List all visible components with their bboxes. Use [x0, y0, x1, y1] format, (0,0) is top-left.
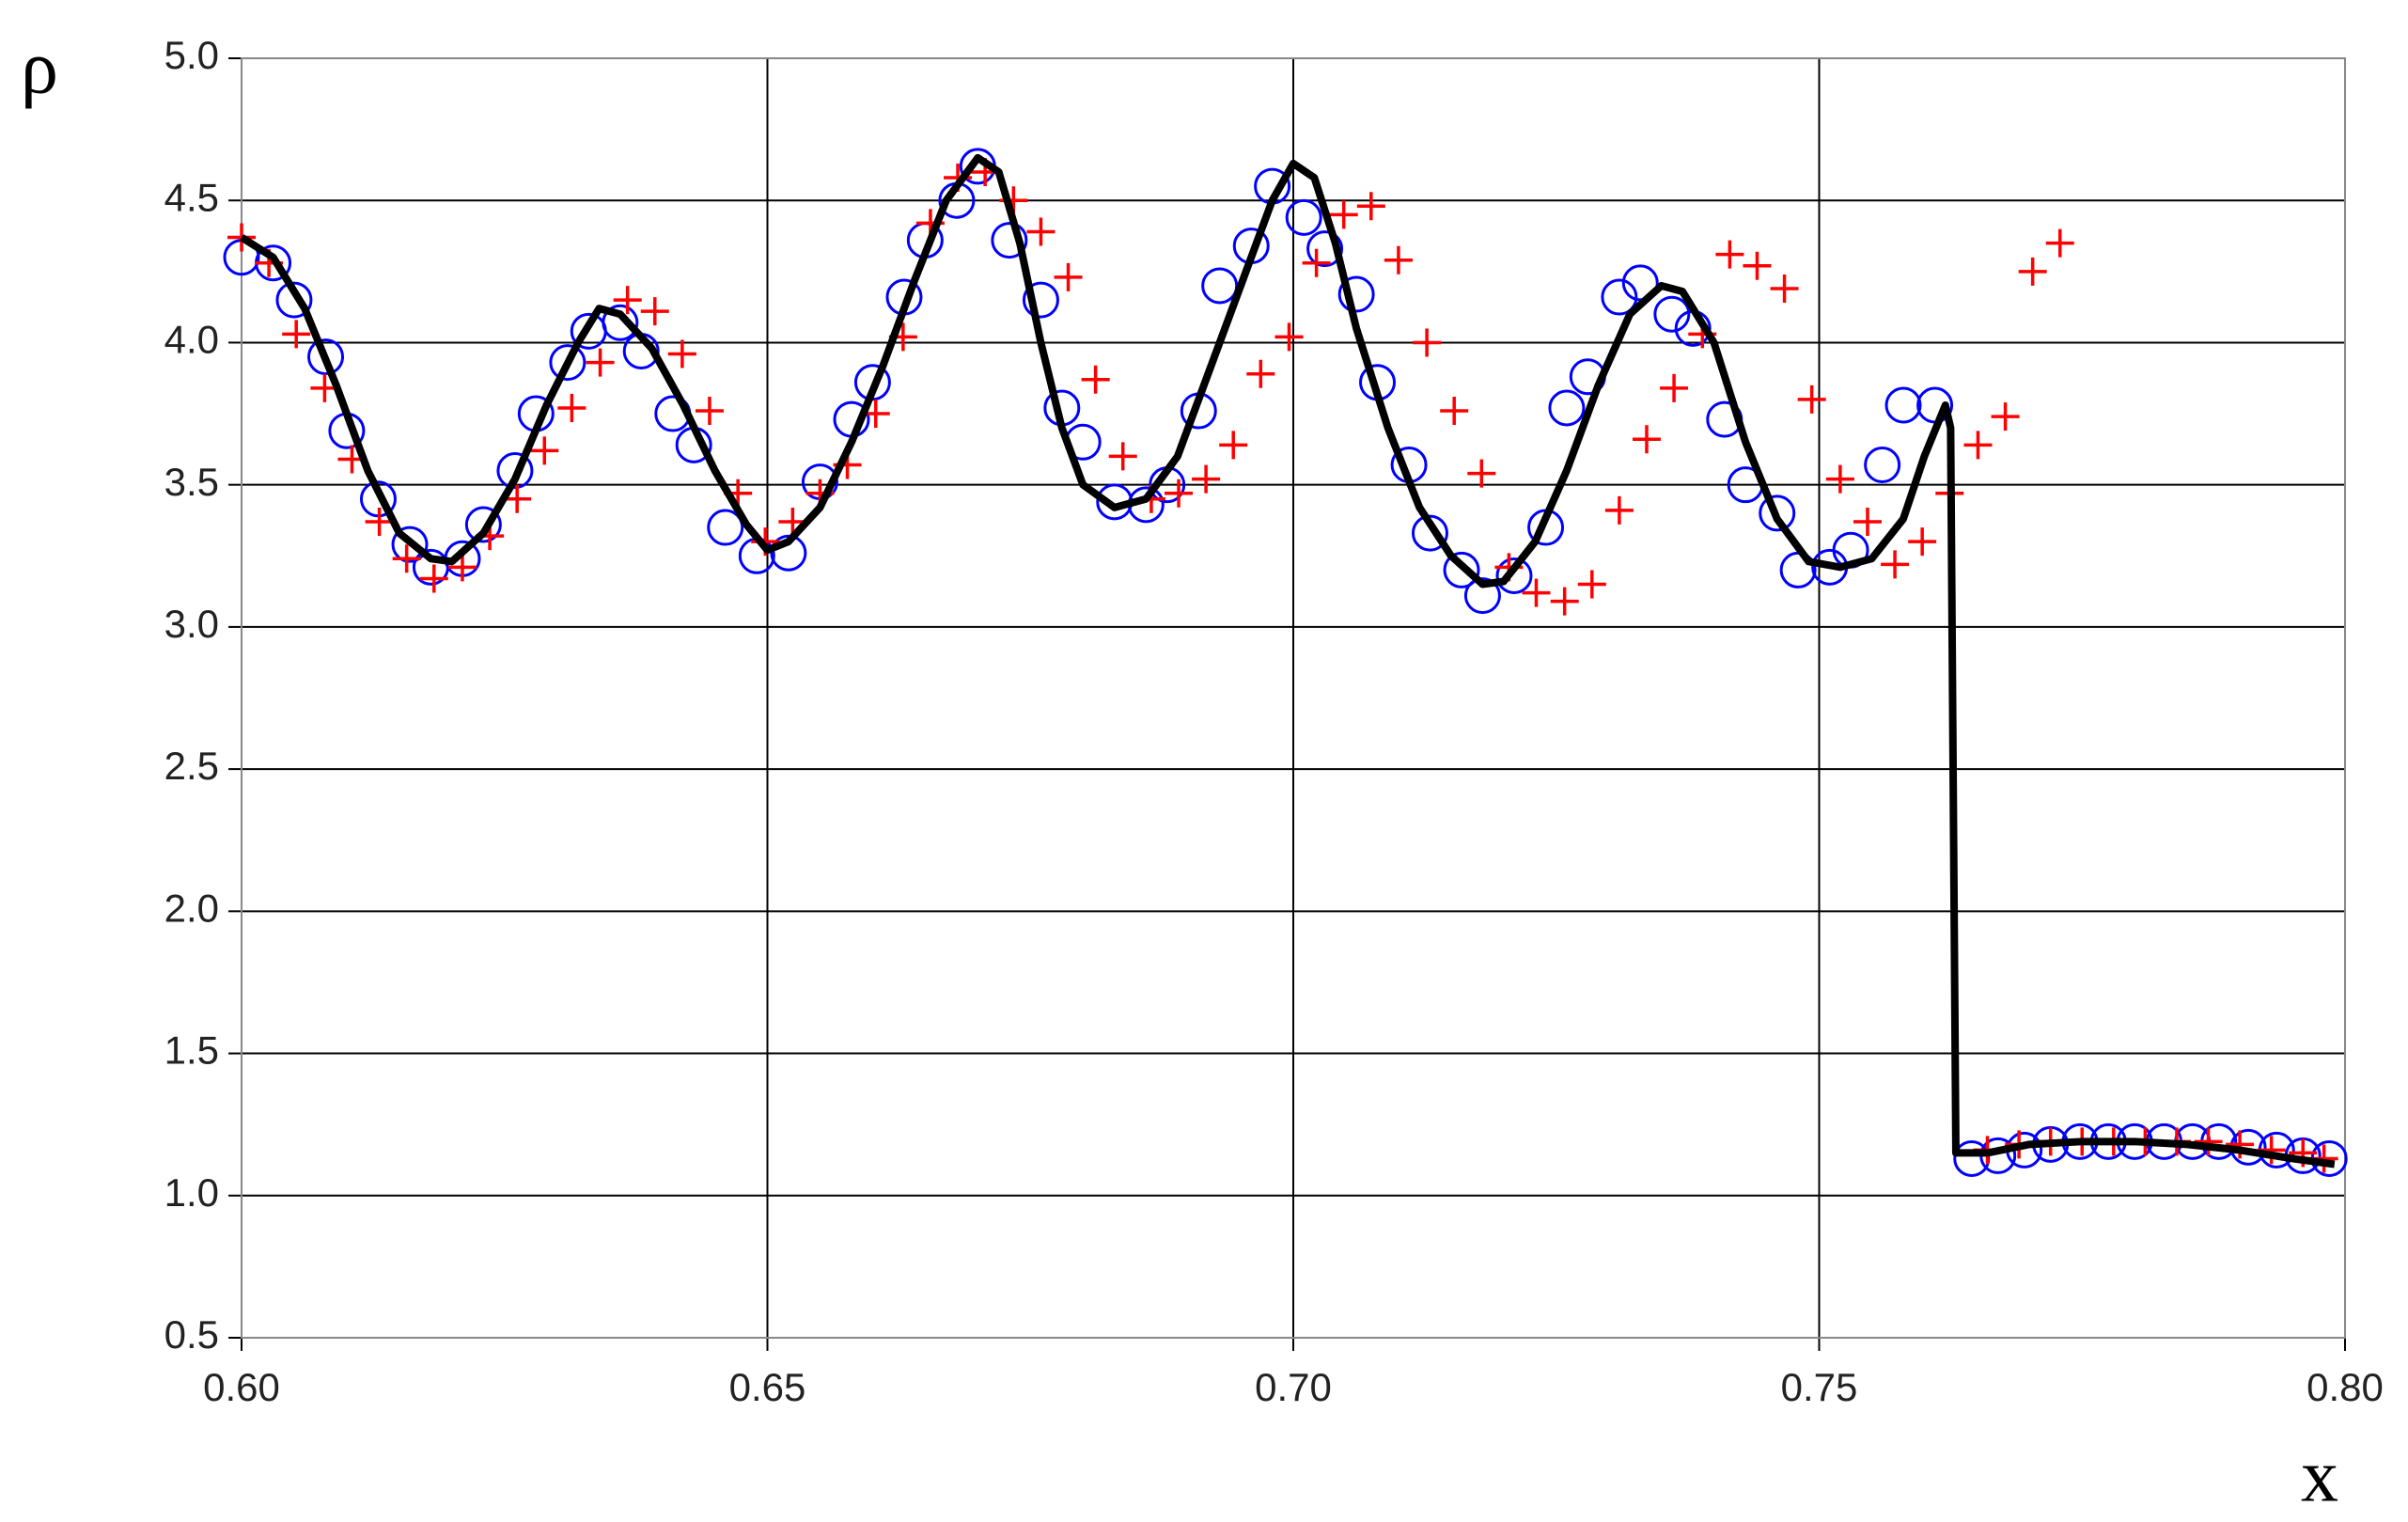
data-line: [239, 153, 2336, 1169]
plus-marker: [1743, 251, 1772, 280]
y-tick-label: 0.5: [164, 1312, 219, 1357]
circle-marker: [770, 534, 807, 572]
plus-marker: [1632, 425, 1661, 454]
plus-marker: [1550, 587, 1579, 616]
y-tick-label: 4.5: [164, 175, 219, 219]
y-tick-label: 2.0: [164, 886, 219, 930]
x-tick-label: 0.75: [1781, 1365, 1858, 1409]
plus-marker: [1081, 365, 1110, 394]
plus-marker: [613, 286, 642, 315]
plus-marker: [2194, 1127, 2223, 1156]
circle-marker: [1601, 278, 1638, 316]
plus-marker: [419, 564, 448, 593]
circle-marker: [1653, 295, 1691, 333]
circle-marker: [738, 537, 775, 574]
plus-marker: [586, 348, 615, 377]
plus-marker: [2018, 257, 2047, 286]
circle-marker: [1285, 198, 1322, 236]
plus-marker: [640, 297, 669, 326]
y-tick-label: 3.5: [164, 460, 219, 504]
plus-marker: [1054, 262, 1083, 291]
plus-marker: [1797, 384, 1826, 414]
x-tick-label: 0.70: [1255, 1365, 1332, 1409]
plus-marker: [282, 320, 311, 349]
plus-marker: [557, 394, 586, 423]
plus-marker: [1384, 245, 1413, 275]
plus-marker: [392, 544, 421, 573]
plus-marker: [1853, 507, 1882, 536]
circle-marker: [275, 281, 313, 319]
plus-marker: [447, 553, 477, 582]
y-tick-label: 4.0: [164, 318, 219, 362]
circle-marker: [549, 344, 586, 382]
plus-marker: [1522, 578, 1551, 607]
plus-marker: [1026, 217, 1055, 246]
plus-marker: [1108, 442, 1137, 471]
plus-marker: [1715, 240, 1744, 269]
plus-marker: [1660, 373, 1689, 402]
x-tick-label: 0.65: [729, 1365, 806, 1409]
circle-marker: [1759, 494, 1796, 532]
plus-marker: [530, 436, 559, 465]
plus-marker: [1440, 397, 1469, 426]
circle-marker: [707, 509, 744, 546]
y-tick-label: 3.0: [164, 602, 219, 646]
plus-marker: [695, 397, 724, 426]
plot-frame: [241, 57, 2346, 1339]
plus-marker: [1274, 322, 1304, 352]
plus-marker: [1413, 328, 1442, 357]
circle-marker: [307, 338, 345, 376]
plus-marker: [2045, 228, 2074, 258]
circle-marker: [602, 304, 639, 341]
y-tick-label: 5.0: [164, 33, 219, 77]
circle-marker: [991, 222, 1028, 259]
plus-marker: [667, 339, 696, 369]
circle-marker: [1443, 551, 1480, 588]
y-tick-label: 1.5: [164, 1028, 219, 1073]
y-tick-label: 2.5: [164, 744, 219, 788]
circle-marker: [1864, 446, 1901, 483]
plus-marker: [1246, 359, 1275, 388]
circle-marker: [1022, 281, 1059, 319]
circle-marker: [1884, 386, 1922, 424]
plus-marker: [1908, 527, 1937, 557]
plus-marker: [1165, 479, 1194, 508]
plus-marker: [1991, 402, 2020, 431]
plus-marker: [1219, 431, 1248, 460]
circle-marker: [1201, 267, 1239, 305]
plus-marker: [1577, 570, 1606, 599]
y-tick-label: 1.0: [164, 1170, 219, 1215]
plus-marker: [1604, 495, 1634, 525]
y-axis-label: ρ: [21, 26, 58, 109]
circle-marker: [1337, 275, 1375, 313]
plus-marker: [1329, 200, 1358, 229]
circle-marker: [496, 452, 534, 490]
circle-marker: [1548, 389, 1586, 427]
plus-marker: [1963, 431, 1993, 460]
circle-marker: [464, 506, 502, 543]
x-tick-label: 0.60: [203, 1365, 280, 1409]
plus-marker: [1302, 248, 1331, 277]
plus-marker: [1192, 464, 1221, 494]
plus-marker: [1356, 192, 1385, 221]
plus-marker: [1825, 464, 1854, 494]
x-axis-label: x: [2301, 1435, 2338, 1517]
plus-marker: [1467, 459, 1496, 488]
plus-marker: [1770, 274, 1799, 303]
plus-marker: [365, 507, 394, 536]
plus-marker: [1881, 550, 1910, 579]
x-tick-label: 0.80: [2306, 1365, 2384, 1409]
circle-marker: [1411, 514, 1448, 552]
circle-marker: [1495, 557, 1533, 594]
circle-marker: [1463, 577, 1501, 615]
circle-marker: [1306, 230, 1344, 268]
circle-marker: [391, 526, 429, 563]
